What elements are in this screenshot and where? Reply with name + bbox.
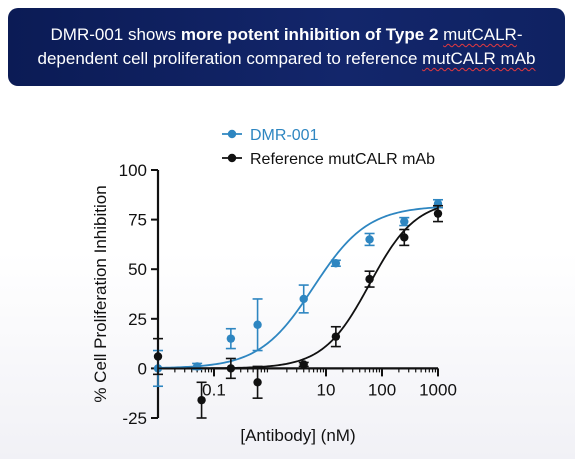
headline-line-2: dependent cell proliferation compared to…	[38, 47, 536, 71]
data-point-reference	[253, 378, 262, 387]
x-tick-label: 1000	[419, 380, 457, 399]
headline-mutcalr: mutCALR	[443, 25, 517, 44]
headline-banner: DMR-001 shows more potent inhibition of …	[8, 8, 565, 86]
x-tick-label: 100	[368, 380, 396, 399]
data-point-reference	[331, 332, 341, 341]
headline-mutcalr-mab: mutCALR mAb	[422, 49, 536, 68]
data-point-dmr001	[400, 217, 409, 226]
data-point-reference	[400, 233, 409, 242]
y-tick-label: -25	[122, 409, 147, 428]
data-point-dmr001	[331, 259, 341, 268]
headline-text-2: dependent cell proliferation compared to…	[37, 49, 423, 68]
y-axis-label: % Cell Proliferation Inhibition	[91, 185, 110, 402]
y-tick-label: 50	[128, 260, 147, 279]
y-tick-label: 75	[128, 211, 147, 230]
legend-marker-dmr001	[227, 129, 237, 139]
data-point-dmr001	[226, 334, 236, 343]
data-point-reference	[197, 395, 206, 405]
data-point-reference	[153, 352, 163, 361]
legend-label-dmr001: DMR-001	[250, 127, 319, 144]
fit-curve-dmr001	[157, 206, 439, 369]
headline-hyphen: -	[516, 25, 523, 44]
y-tick-label: 0	[138, 359, 147, 378]
fit-curve-reference	[158, 207, 439, 370]
x-tick-label: 0.1	[202, 380, 226, 399]
data-point-dmr001	[253, 320, 262, 329]
headline-emphasis: more potent inhibition of Type 2	[180, 25, 444, 44]
data-point-reference	[226, 364, 236, 373]
data-point-reference	[433, 209, 443, 218]
headline-line-1: DMR-001 shows more potent inhibition of …	[51, 23, 523, 47]
y-tick-label: 25	[128, 310, 147, 329]
data-point-dmr001	[192, 362, 202, 371]
data-point-reference	[299, 360, 308, 369]
y-tick-label: 100	[119, 161, 147, 180]
data-point-dmr001	[365, 235, 374, 244]
data-point-dmr001	[299, 294, 308, 304]
x-axis-label: [Antibody] (nM)	[240, 426, 355, 445]
x-tick-label: 10	[317, 380, 336, 399]
data-point-reference	[365, 274, 374, 284]
legend-marker-reference	[227, 153, 237, 163]
legend-label-reference: Reference mutCALR mAb	[250, 151, 435, 168]
headline-text: DMR-001 shows	[50, 25, 181, 44]
